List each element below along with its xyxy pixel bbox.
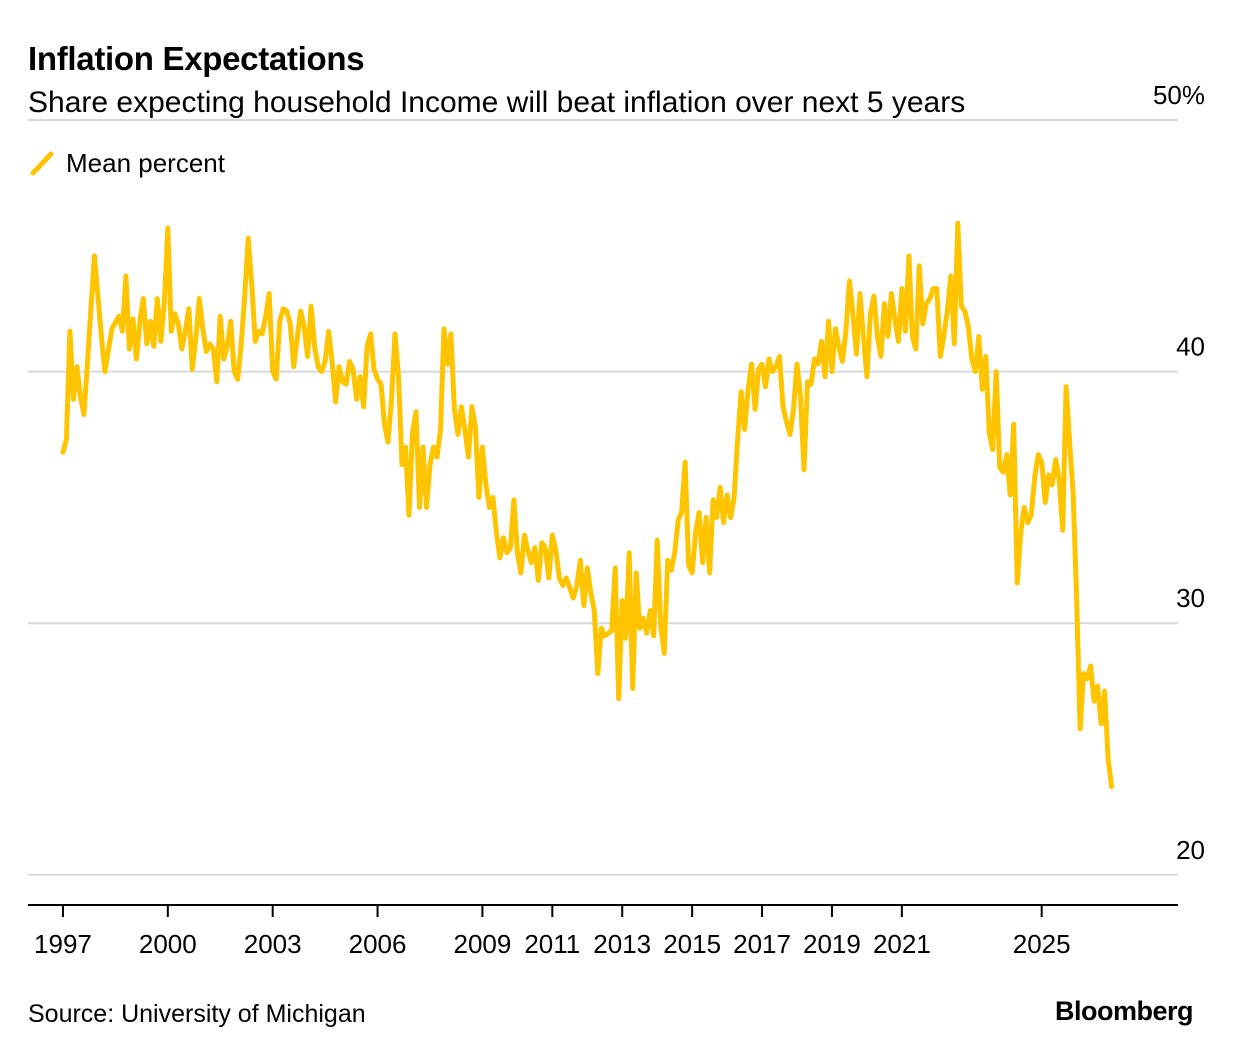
x-tick-label: 2025 <box>1013 929 1071 959</box>
x-tick-label: 2019 <box>803 929 861 959</box>
x-tick-label: 2017 <box>733 929 791 959</box>
x-tick-label: 2021 <box>873 929 931 959</box>
series-layer <box>60 220 1115 790</box>
legend-line-icon <box>30 151 54 176</box>
chart-subtitle: Share expecting household Income will be… <box>28 86 966 119</box>
x-tick-label: 2009 <box>453 929 511 959</box>
x-axis: 1997 2000 2003 2006 2009 2011 2013 2015 2017 2019… <box>28 904 1178 959</box>
series-line-mean-percent <box>60 220 1115 790</box>
y-axis-labels: 50% 40 30 20 <box>1153 80 1205 865</box>
brand-logo: Bloomberg <box>1054 996 1194 1026</box>
x-tick-label: 2015 <box>663 929 721 959</box>
x-tick-label: 2006 <box>349 929 407 959</box>
grid-lines <box>28 119 1178 876</box>
y-tick-label: 30 <box>1176 583 1205 613</box>
legend: Mean percent <box>28 145 225 181</box>
y-tick-label: 40 <box>1176 332 1205 362</box>
x-tick-label: 2000 <box>139 929 197 959</box>
x-tick-label: 2011 <box>524 929 580 959</box>
x-tick-label: 2013 <box>593 929 651 959</box>
legend-label: Mean percent <box>66 147 225 178</box>
line-chart: 1997 2000 2003 2006 2009 2011 2013 2015 2017 2019… <box>28 80 1205 959</box>
source-note: Source: University of Michigan <box>28 1000 366 1028</box>
chart-title: Inflation Expectations <box>28 40 365 77</box>
y-tick-label: 20 <box>1176 835 1205 865</box>
x-tick-label: 1997 <box>34 929 92 959</box>
y-tick-label: 50% <box>1153 80 1205 110</box>
x-tick-label: 2003 <box>244 929 302 959</box>
